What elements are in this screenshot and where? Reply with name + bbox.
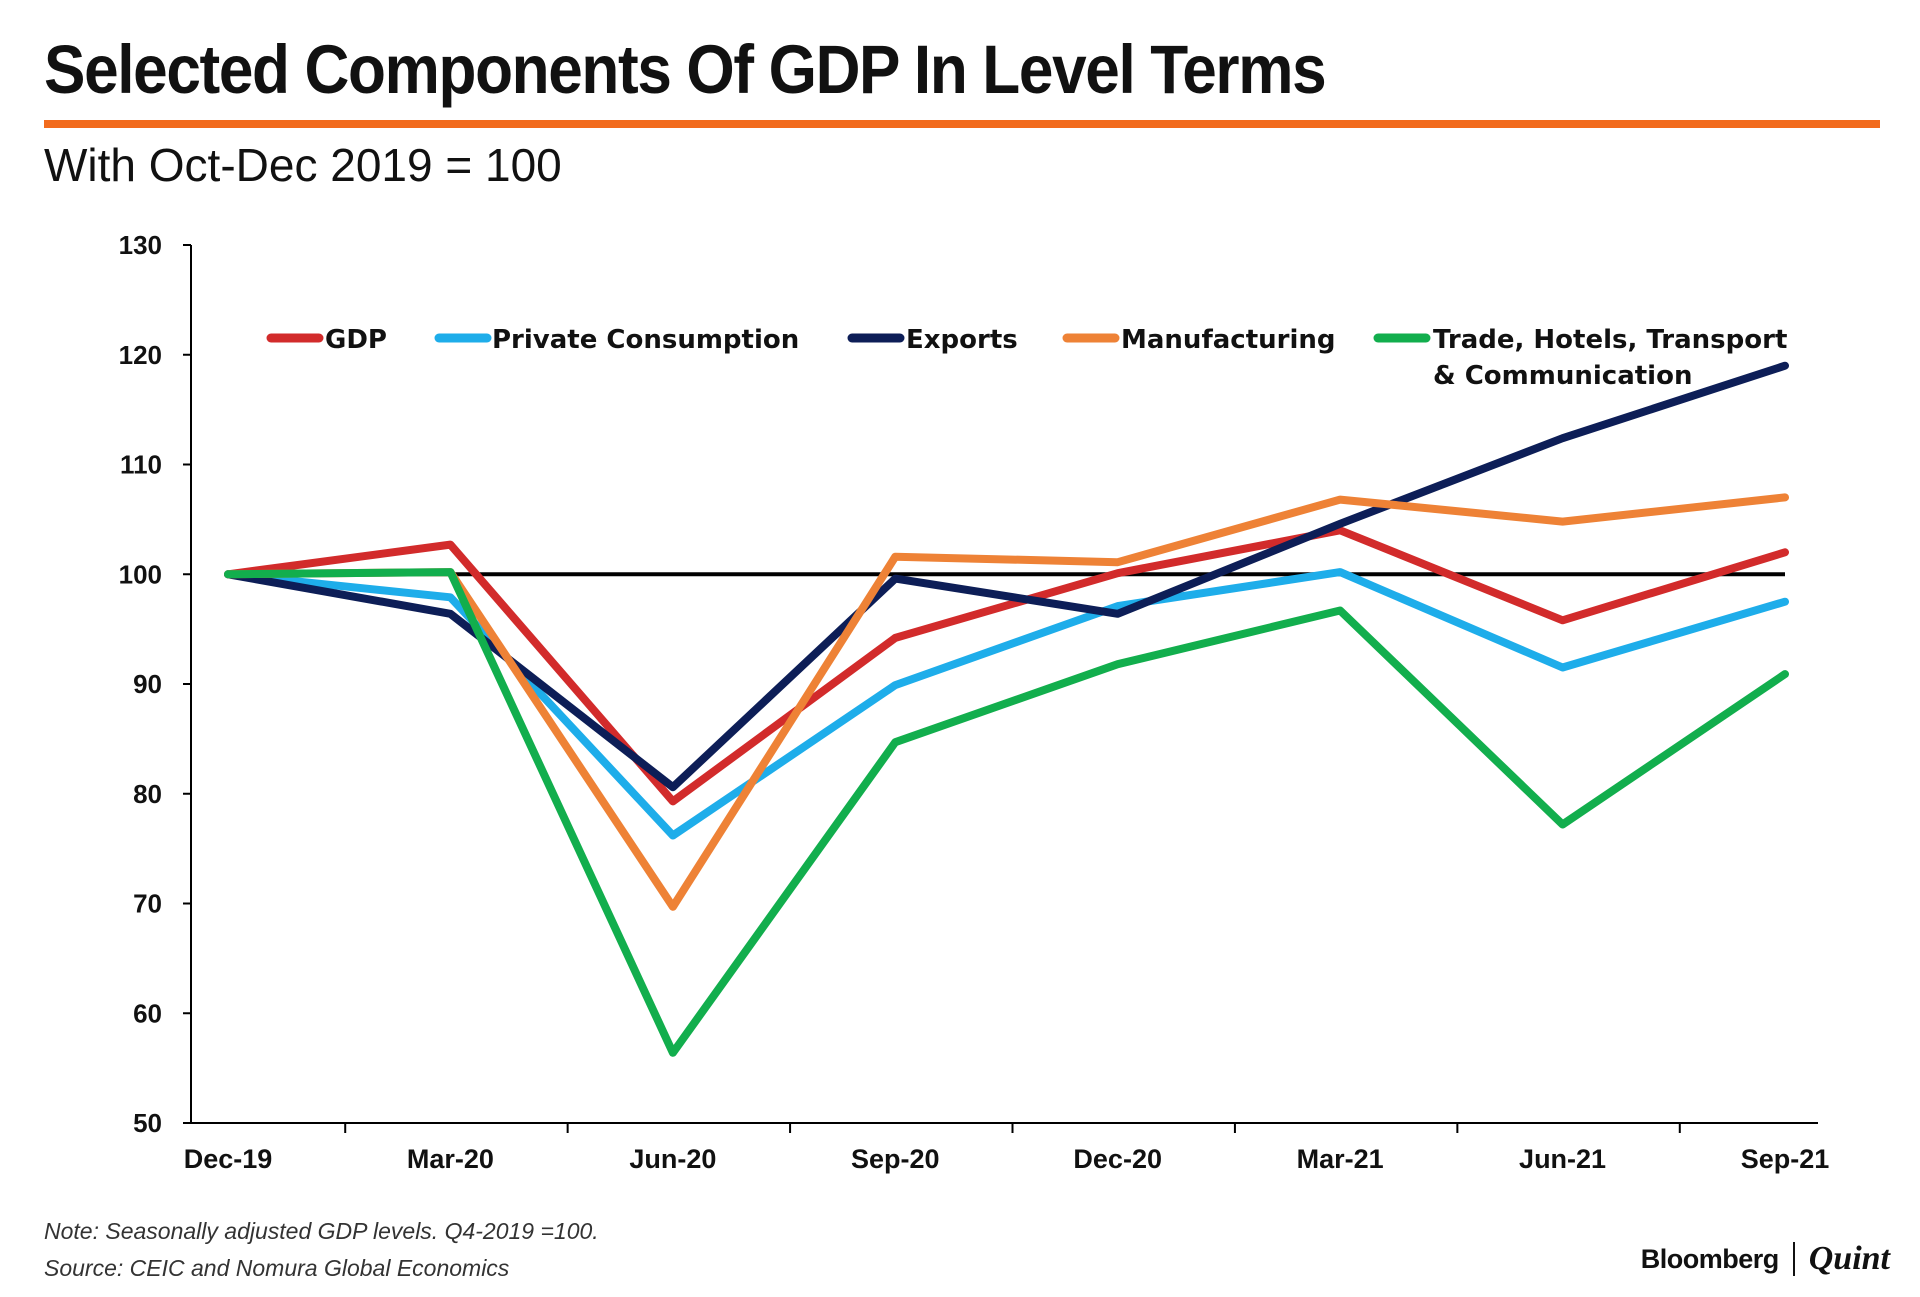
series-line-private-consumption [224, 568, 1789, 840]
x-tick-label: Jun-21 [1519, 1144, 1606, 1174]
x-tick-label: Mar-21 [1297, 1144, 1384, 1174]
title-underline-rule [44, 120, 1880, 128]
x-tick-label: Dec-19 [184, 1144, 273, 1174]
x-tick-label: Sep-20 [851, 1144, 940, 1174]
legend-label: Trade, Hotels, Transport [1433, 325, 1787, 355]
brand-logo-bloomberg: Bloomberg [1640, 1243, 1780, 1274]
x-tick-label: Mar-20 [407, 1144, 494, 1174]
series-line-trade-hotels-transport-communication [224, 568, 1789, 1057]
y-tick-label: 60 [133, 998, 162, 1028]
y-tick-label: 110 [120, 450, 162, 480]
chart-note: Note: Seasonally adjusted GDP levels. Q4… [44, 1218, 599, 1244]
series-line-gdp [224, 526, 1789, 806]
legend-item: Manufacturing [1062, 325, 1336, 355]
legend-item: GDP [266, 325, 387, 355]
legend-item: Trade, Hotels, Transport & Communication [1373, 325, 1787, 391]
legend-item: Exports [847, 325, 1018, 355]
y-tick-label: 100 [119, 559, 162, 589]
x-tick-label: Dec-20 [1073, 1144, 1162, 1174]
legend-label: Private Consumption [492, 325, 799, 355]
chart-axes: 50 60 70 80 90 100 110 120 130 Dec-19 Mar-20 Jun-20… [119, 230, 1830, 1174]
x-tick-label: Jun-20 [629, 1144, 716, 1174]
legend-label: GDP [325, 325, 387, 355]
y-tick-label: 120 [119, 340, 162, 370]
series-layer [224, 361, 1789, 1057]
chart-legend: GDP Private Consumption Exports Manufacturi… [266, 325, 1787, 391]
brand-logo-quint: Quint [1808, 1240, 1890, 1277]
legend-label: Exports [906, 325, 1018, 355]
line-chart: 50 60 70 80 90 100 110 120 130 Dec-19 Mar-20 Jun-20… [119, 230, 1830, 1174]
chart-source: Source: CEIC and Nomura Global Economics [44, 1255, 510, 1281]
x-tick-label: Sep-21 [1741, 1144, 1830, 1174]
legend-label: Manufacturing [1121, 325, 1336, 355]
legend-label: & Communication [1433, 361, 1692, 391]
chart-subtitle: With Oct-Dec 2019 = 100 [44, 139, 562, 191]
y-tick-label: 70 [133, 889, 162, 919]
chart-title: Selected Components Of GDP In Level Term… [44, 31, 1327, 108]
series-line-manufacturing [224, 493, 1789, 911]
y-tick-label: 50 [133, 1108, 162, 1138]
legend-item: Private Consumption [434, 325, 799, 355]
series-line-exports [224, 361, 1789, 792]
y-tick-label: 80 [133, 779, 162, 809]
brand-logo: Bloomberg Quint [1641, 1240, 1890, 1278]
y-tick-label: 130 [119, 230, 162, 260]
y-tick-label: 90 [133, 669, 162, 699]
brand-logo-separator [1792, 1242, 1795, 1276]
